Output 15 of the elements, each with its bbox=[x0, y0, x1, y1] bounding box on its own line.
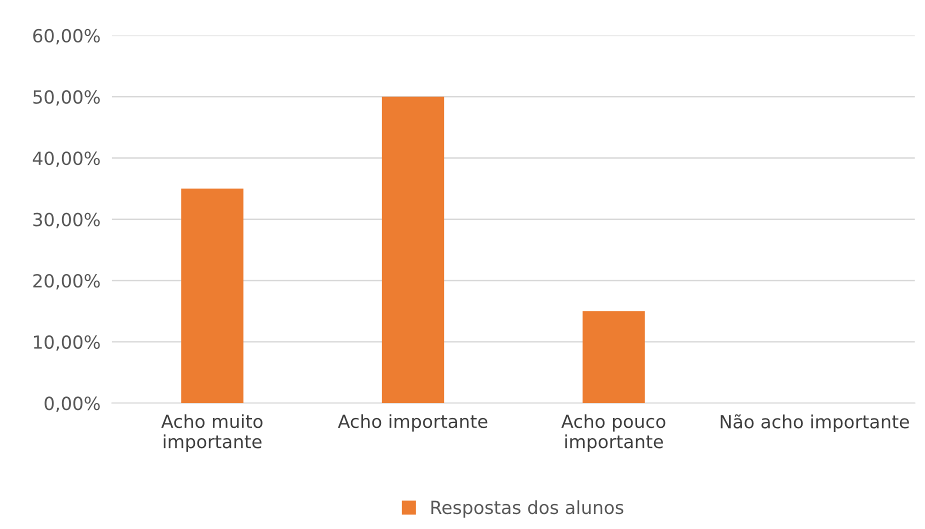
y-tick-label: 20,00% bbox=[33, 274, 100, 290]
bar bbox=[181, 188, 244, 404]
x-tick-label: Acho importante bbox=[338, 414, 488, 432]
y-tick-label: 30,00% bbox=[33, 212, 100, 228]
x-tick-label: Não acho importante bbox=[720, 414, 909, 432]
x-tick-label: Acho pouco importante bbox=[561, 414, 666, 452]
y-tick-label: 50,00% bbox=[33, 90, 100, 106]
y-tick-label: 60,00% bbox=[33, 28, 100, 44]
y-tick-label: 0,00% bbox=[44, 396, 100, 412]
legend-label: Respostas dos alunos bbox=[431, 500, 624, 518]
bar bbox=[582, 311, 645, 404]
bar bbox=[382, 96, 444, 404]
x-tick-label: Acho muito importante bbox=[161, 414, 262, 452]
y-tick-label: 40,00% bbox=[32, 151, 100, 167]
y-tick-label: 10,00% bbox=[34, 335, 100, 351]
